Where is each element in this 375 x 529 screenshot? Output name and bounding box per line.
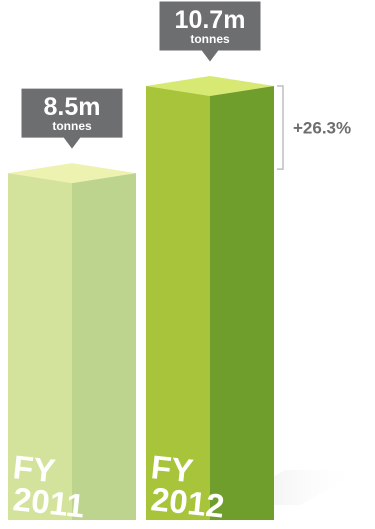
- bar-fy-2011: FY 2011: [8, 163, 136, 524]
- bar-fy-2011-front: [8, 173, 72, 521]
- bar-fy-2012-front: [146, 86, 210, 520]
- unit-label-fy-2011: tonnes: [52, 119, 92, 133]
- value-callout-fy-2012: 10.7m tonnes: [156, 0, 264, 67]
- change-indicator: +26.3%: [277, 85, 351, 170]
- bar-fy-2011-label-year: 2011: [11, 480, 86, 524]
- value-label-fy-2012: 10.7m: [175, 6, 246, 34]
- value-callout-fy-2011-box: [18, 85, 126, 154]
- bar-fy-2012-label-year: 2012: [149, 480, 226, 524]
- bar-fy-2011-label-fy: FY: [11, 448, 57, 489]
- bar-fy-2012: FY 2012: [146, 76, 274, 525]
- bar-fy-2012-label-fy: FY: [149, 448, 195, 489]
- bar-fy-2011-side: [72, 173, 136, 521]
- bar-fy-2012-side: [210, 86, 274, 520]
- value-callout-fy-2011: 8.5m tonnes: [18, 85, 126, 154]
- change-bracket: [277, 85, 284, 170]
- unit-label-fy-2012: tonnes: [190, 32, 230, 46]
- value-callout-fy-2012-box: [156, 0, 264, 67]
- value-label-fy-2011: 8.5m: [44, 93, 101, 121]
- change-label: +26.3%: [293, 119, 351, 138]
